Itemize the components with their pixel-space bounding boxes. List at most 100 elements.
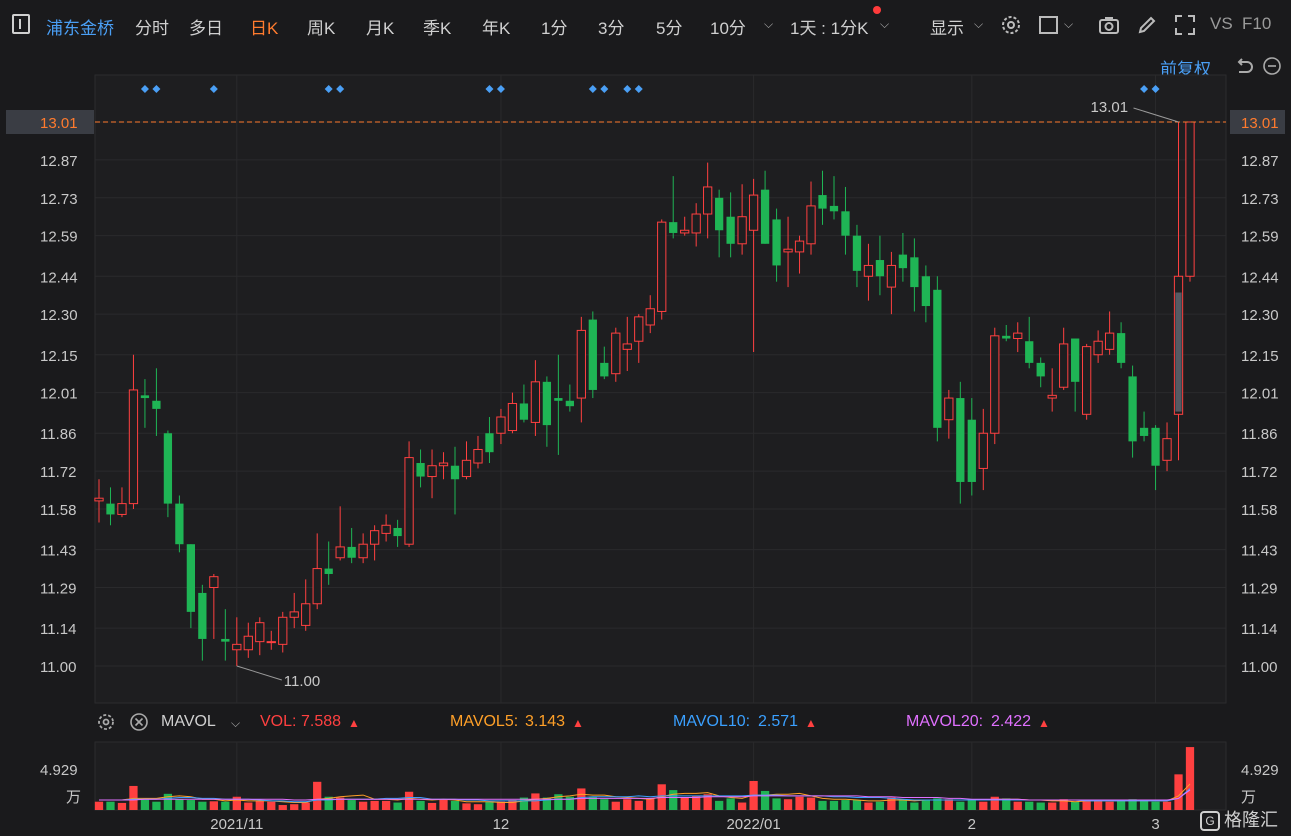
candle-body	[496, 416, 506, 434]
volume-bar	[1082, 800, 1091, 810]
candle-body	[163, 433, 173, 504]
volume-bar	[692, 795, 701, 810]
volume-bar	[427, 802, 437, 810]
fullscreen-icon[interactable]	[1174, 14, 1196, 36]
tab-3min[interactable]: 3分	[598, 19, 625, 38]
volume-bar	[772, 798, 781, 810]
close-icon[interactable]	[129, 712, 149, 732]
volume-bar	[267, 801, 276, 810]
chevron-down-icon[interactable]: ⌵	[764, 17, 774, 31]
pen-icon[interactable]	[1136, 14, 1158, 36]
event-marker	[623, 85, 632, 93]
volume-bar	[347, 800, 356, 810]
y-tick-label: 11.14	[40, 621, 76, 638]
x-tick-label: 2022/01	[726, 816, 780, 833]
volume-bar	[737, 802, 747, 810]
tab-quarterly-k[interactable]: 季K	[423, 19, 452, 38]
tab-yearly-k[interactable]: 年K	[482, 19, 511, 38]
stock-name[interactable]: 浦东金桥	[46, 19, 114, 38]
display-menu[interactable]: 显示	[930, 19, 964, 38]
candle-body	[956, 398, 965, 482]
mavol10-line	[99, 788, 1191, 803]
candle-body	[1128, 376, 1137, 442]
volume-bar	[1174, 774, 1183, 810]
candle-body	[841, 211, 850, 236]
candle-body	[829, 205, 839, 212]
y-tick-label: 11.14	[1241, 621, 1277, 638]
restore-right-button[interactable]: 前复权	[1160, 60, 1211, 79]
volume-bar	[255, 800, 264, 810]
arrow-up-icon: ▲	[572, 716, 584, 730]
max-price-label: 13.01	[1091, 99, 1129, 116]
candle-body	[209, 576, 219, 589]
tab-daily-k[interactable]: 日K	[250, 19, 279, 38]
tab-monthly-k[interactable]: 月K	[366, 19, 395, 38]
volume-bar	[508, 800, 517, 810]
candle-body	[1093, 340, 1103, 356]
event-marker	[1151, 85, 1160, 93]
candle-body	[347, 546, 356, 558]
candle-body	[657, 221, 667, 312]
volume-bar	[1162, 801, 1172, 810]
settings-icon[interactable]	[1000, 14, 1022, 36]
candle-body	[530, 381, 541, 423]
volume-bar	[278, 805, 287, 810]
camera-icon[interactable]	[1098, 14, 1120, 36]
volume-panel: 4.929 4.929 万 万	[40, 747, 1279, 810]
vs-button[interactable]: VS	[1210, 14, 1233, 33]
candle-body	[748, 194, 759, 231]
chevron-down-icon[interactable]: ⌵	[880, 17, 890, 31]
candle-body	[600, 362, 609, 377]
candle-body	[106, 503, 115, 515]
y-tick-label: 12.59	[1241, 229, 1279, 246]
volume-bar	[290, 804, 299, 810]
chevron-down-icon[interactable]: ⌵	[231, 716, 241, 730]
volume-bar	[967, 799, 976, 810]
volume-bar	[783, 799, 793, 810]
volume-bar	[669, 790, 678, 810]
volume-bar	[818, 800, 827, 810]
candle-body	[680, 229, 690, 234]
volume-bar	[1048, 802, 1057, 810]
arrow-up-icon: ▲	[348, 716, 360, 730]
candle-body	[726, 216, 735, 244]
volume-bar	[324, 796, 333, 810]
candle-body	[255, 622, 265, 643]
volume-bar	[370, 800, 379, 810]
tab-1min[interactable]: 1分	[541, 19, 568, 38]
y-tick-label: 12.59	[40, 229, 78, 246]
volume-bar	[944, 799, 953, 810]
tab-fenshi[interactable]: 分时	[135, 19, 169, 38]
tab-10min[interactable]: 10分	[710, 19, 746, 38]
volume-bar	[106, 801, 115, 810]
menu-icon[interactable]	[12, 14, 30, 34]
y-tick-label: 12.15	[1241, 348, 1279, 365]
f10-button[interactable]: F10	[1242, 14, 1272, 33]
logo-icon: G	[1200, 811, 1220, 832]
volume-bar	[381, 800, 391, 810]
candle-body	[312, 568, 322, 605]
settings-icon[interactable]	[96, 712, 116, 732]
tab-weekly-k[interactable]: 周K	[307, 19, 336, 38]
interval-select[interactable]: 1天 : 1分K	[790, 19, 869, 38]
volume-bar	[94, 801, 104, 810]
tab-duori[interactable]: 多日	[189, 19, 223, 38]
volume-bar	[336, 797, 345, 810]
vol-unit-label: 万	[66, 788, 81, 806]
vol-unit-label: 万	[1241, 788, 1256, 806]
tab-5min[interactable]: 5分	[656, 19, 683, 38]
y-tick-label: 11.58	[1241, 502, 1277, 519]
zoom-out-icon[interactable]	[1262, 56, 1282, 76]
chevron-down-icon[interactable]: ⌵	[974, 17, 984, 31]
undo-icon[interactable]	[1234, 56, 1254, 76]
layout-icon[interactable]	[1038, 14, 1060, 36]
chevron-down-icon[interactable]: ⌵	[1064, 17, 1074, 31]
y-axis-right: 13.01 12.87 12.73 12.59 12.44 12.30 12.15 12.01…	[1230, 110, 1285, 676]
y-tick-label: 11.29	[1241, 581, 1277, 598]
volume-bar	[439, 799, 448, 810]
indicator-select[interactable]: MAVOL	[161, 713, 216, 730]
candle-body	[1116, 333, 1126, 363]
volume-bar	[244, 802, 253, 810]
volume-bar	[680, 797, 689, 810]
